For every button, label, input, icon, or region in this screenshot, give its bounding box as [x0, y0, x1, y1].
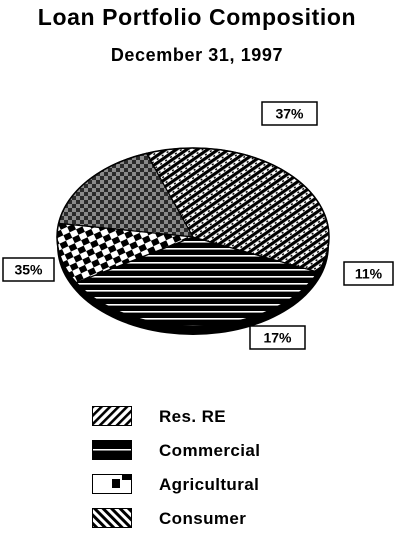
chart-subtitle: December 31, 1997	[110, 45, 284, 65]
legend-item-consumer: Consumer	[92, 502, 372, 536]
chart-title: Loan Portfolio Composition	[37, 4, 357, 30]
legend-label-res-re: Res. RE	[159, 407, 227, 426]
data-label-agricultural: 11%	[355, 266, 383, 282]
pie-outline	[56, 147, 330, 327]
legend-swatch-res-re	[92, 406, 132, 426]
data-label-box-commercial	[2, 257, 55, 282]
data-label-box-consumer	[249, 325, 306, 350]
legend-item-agricultural: Agricultural	[92, 468, 372, 502]
data-label-box-agricultural	[343, 261, 394, 286]
data-label-res-re: 37%	[275, 106, 304, 122]
legend-label-agricultural: Agricultural	[159, 475, 260, 494]
legend-swatch-agricultural	[92, 474, 132, 494]
legend-label-commercial: Commercial	[159, 441, 261, 460]
legend-label-consumer: Consumer	[159, 509, 247, 528]
legend-item-res-re: Res. RE	[92, 400, 372, 434]
legend: Res. RE Commercial Agricultural Consumer	[92, 400, 372, 536]
data-label-box-res-re	[261, 101, 318, 126]
legend-swatch-consumer	[92, 508, 132, 528]
legend-item-commercial: Commercial	[92, 434, 372, 468]
data-label-commercial: 35%	[14, 262, 43, 278]
legend-swatch-commercial	[92, 440, 132, 460]
data-label-consumer: 17%	[263, 330, 292, 346]
